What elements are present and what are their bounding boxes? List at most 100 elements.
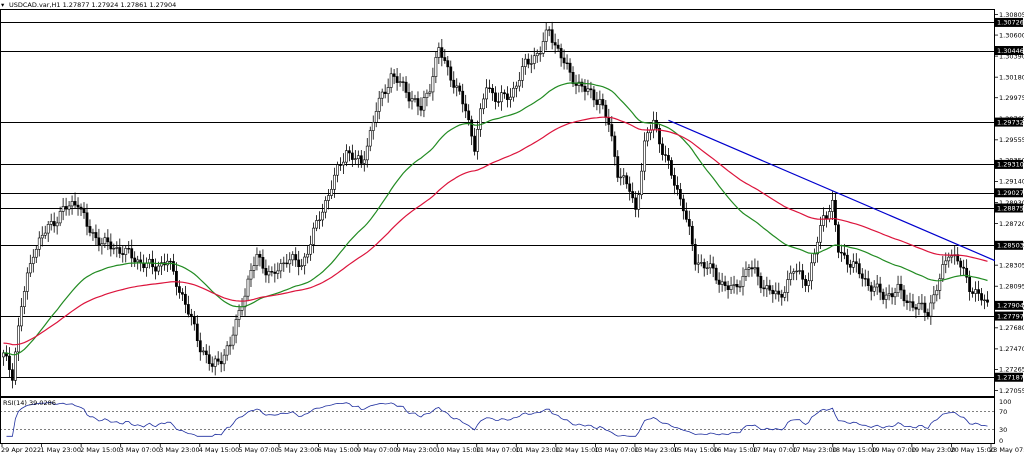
candle-body (130, 248, 134, 259)
candle-body (690, 225, 694, 245)
candle-body (249, 270, 253, 280)
candle-body (342, 161, 345, 166)
candle-body (807, 280, 810, 286)
level-price-label: 1.29732 (997, 118, 1024, 126)
candle-body (85, 212, 89, 227)
level-price-box (995, 372, 1023, 382)
candle-body (744, 268, 748, 277)
candle-body (100, 243, 104, 246)
candle-body (547, 29, 551, 31)
candle-body (186, 304, 190, 315)
candle-body (258, 254, 262, 258)
candle-body (941, 264, 945, 280)
candle-body (181, 292, 184, 295)
candle-body (717, 279, 721, 285)
candle-body (801, 270, 805, 280)
symbol-menu-icon[interactable]: ▾ (1, 1, 5, 9)
candle-body (738, 286, 742, 288)
time-tick-label: 1 May 23:00 (41, 446, 81, 453)
candle-body (17, 325, 20, 353)
candle-body (97, 237, 101, 246)
candle-body (440, 47, 444, 58)
candle-body (646, 132, 649, 142)
candle-body (899, 283, 903, 291)
candle-body (637, 194, 641, 210)
candle-body (14, 351, 17, 381)
candle-body (276, 270, 280, 274)
candle-body (831, 199, 834, 212)
candle-body (222, 354, 226, 365)
price-tick-label: 1.28720 (999, 220, 1024, 228)
candle-body (514, 85, 518, 89)
candle-body (61, 206, 65, 212)
candle-body (643, 140, 646, 172)
candle-body (240, 306, 244, 311)
candle-body (49, 221, 53, 225)
candle-body (813, 253, 816, 264)
candle-body (693, 244, 697, 265)
candle-body (944, 260, 948, 265)
candle-body (577, 81, 581, 86)
candle-body (664, 154, 667, 156)
candle-body (756, 267, 760, 277)
candle-body (404, 81, 408, 93)
candle-body (983, 299, 986, 302)
candle-body (145, 262, 149, 269)
candle-body (383, 91, 387, 94)
candle-body (213, 358, 217, 367)
time-axis: 29 Apr 2022 1 May 23:00 2 May 15:00 3 May 0… (1, 444, 1024, 453)
candle-body (449, 66, 453, 81)
trendline[interactable] (668, 119, 995, 262)
candle-body (452, 79, 456, 88)
time-tick-label: 19 May 07:00 (871, 446, 916, 453)
candle-body (58, 211, 62, 224)
time-tick-label: 6 May 15:00 (317, 446, 357, 453)
candle-body (655, 119, 658, 129)
candle-body (661, 143, 664, 155)
price-tick-label: 1.27055 (999, 387, 1024, 395)
candle-body (848, 263, 852, 268)
candle-body (658, 128, 661, 145)
candle-body (40, 234, 44, 239)
candle-body (786, 279, 790, 293)
candle-body (178, 286, 181, 293)
candle-body (771, 289, 775, 295)
time-tick-label: 2 May 15:00 (80, 446, 120, 453)
ma-line-50 (3, 82, 988, 356)
candle-body (398, 81, 402, 83)
candle-body (473, 135, 477, 152)
rsi-tick-label: 30 (999, 426, 1007, 434)
candle-body (598, 99, 602, 105)
candle-body (264, 268, 268, 276)
time-tick-label: 9 May 23:00 (397, 446, 437, 453)
candle-body (270, 271, 274, 273)
candle-body (470, 119, 474, 137)
candle-body (297, 259, 301, 267)
level-price-label: 1.28503 (997, 242, 1024, 250)
candle-body (333, 174, 336, 190)
candle-body (28, 263, 32, 274)
candle-body (8, 355, 11, 370)
candle-body (267, 271, 271, 276)
price-tick-label: 1.30390 (999, 52, 1024, 60)
candle-body (980, 293, 983, 301)
candle-body (255, 254, 259, 266)
time-tick-label: 17 May 23:00 (792, 446, 837, 453)
rsi-panel: 100 70 30 0 (0, 398, 1011, 445)
trendline-segment[interactable] (668, 119, 995, 262)
level-price-label: 1.28875 (997, 204, 1024, 212)
candle-body (503, 92, 506, 95)
candle-body (768, 285, 772, 291)
candle-body (765, 285, 769, 290)
candle-body (705, 267, 709, 269)
candle-body (762, 287, 766, 290)
candle-body (869, 285, 873, 292)
candle-body (986, 299, 989, 303)
candle-body (94, 232, 98, 239)
candle-body (789, 272, 793, 280)
candle-body (485, 87, 488, 100)
candle-body (455, 85, 459, 88)
price-tick-label: 1.29555 (999, 136, 1024, 144)
